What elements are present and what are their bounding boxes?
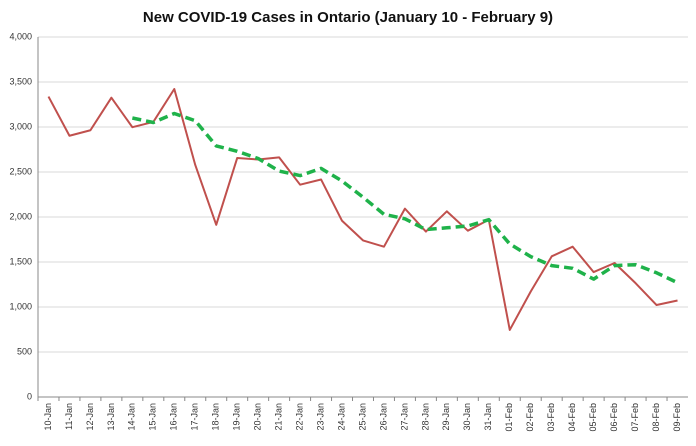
x-tick-label: 30-Jan — [462, 403, 472, 431]
x-tick-label: 17-Jan — [190, 403, 200, 431]
x-tick-label: 10-Jan — [43, 403, 53, 431]
y-tick-label: 2,000 — [9, 211, 32, 221]
x-tick-label: 03-Feb — [546, 403, 556, 432]
x-tick-label: 01-Feb — [504, 403, 514, 432]
x-tick-label: 04-Feb — [567, 403, 577, 432]
chart-title: New COVID-19 Cases in Ontario (January 1… — [143, 9, 553, 26]
x-tick-label: 09-Feb — [672, 403, 682, 432]
y-tick-label: 1,000 — [9, 301, 32, 311]
x-tick-label: 05-Feb — [588, 403, 598, 432]
x-tick-label: 16-Jan — [169, 403, 179, 431]
y-tick-label: 2,500 — [9, 166, 32, 176]
x-tick-label: 21-Jan — [274, 403, 284, 431]
x-tick-label: 23-Jan — [315, 403, 325, 431]
x-tick-label: 27-Jan — [399, 403, 409, 431]
y-tick-label: 500 — [17, 346, 32, 356]
x-tick-label: 26-Jan — [378, 403, 388, 431]
x-tick-label: 12-Jan — [85, 403, 95, 431]
x-tick-label: 15-Jan — [148, 403, 158, 431]
y-tick-label: 4,000 — [9, 31, 32, 41]
x-tick-label: 28-Jan — [420, 403, 430, 431]
y-tick-label: 3,500 — [9, 76, 32, 86]
x-tick-label: 18-Jan — [211, 403, 221, 431]
x-tick-label: 06-Feb — [609, 403, 619, 432]
x-tick-label: 14-Jan — [127, 403, 137, 431]
x-tick-label: 31-Jan — [483, 403, 493, 431]
x-tick-label: 08-Feb — [651, 403, 661, 432]
y-tick-label: 1,500 — [9, 256, 32, 266]
x-tick-label: 07-Feb — [630, 403, 640, 432]
x-tick-label: 24-Jan — [336, 403, 346, 431]
series-line — [47, 88, 678, 331]
series-line — [131, 111, 679, 285]
x-tick-label: 25-Jan — [357, 403, 367, 431]
x-tick-label: 19-Jan — [232, 403, 242, 431]
x-tick-label: 20-Jan — [253, 403, 263, 431]
x-tick-label: 02-Feb — [525, 403, 535, 432]
x-tick-label: 11-Jan — [64, 403, 74, 430]
x-tick-label: 13-Jan — [106, 403, 116, 431]
y-tick-label: 3,000 — [9, 121, 32, 131]
y-tick-label: 0 — [27, 391, 32, 401]
x-tick-label: 29-Jan — [441, 403, 451, 431]
x-tick-label: 22-Jan — [294, 403, 304, 431]
